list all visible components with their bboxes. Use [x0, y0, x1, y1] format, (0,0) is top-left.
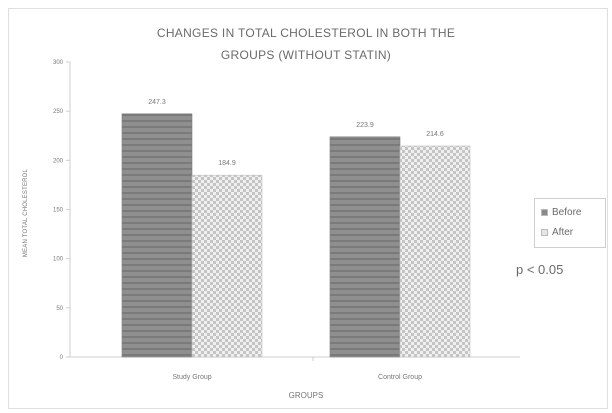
bar-before-1 — [329, 136, 401, 358]
p-value-annotation: p < 0.05 — [516, 262, 564, 277]
bar-before-0 — [121, 113, 193, 358]
data-label-before-0: 247.3 — [148, 99, 166, 106]
chart-frame — [8, 8, 608, 409]
data-label-after-1: 214.6 — [426, 131, 444, 138]
legend-label-after: After — [552, 227, 574, 238]
y-tick-label: 300 — [53, 60, 64, 66]
legend: Before After — [534, 198, 606, 248]
legend-label-before: Before — [552, 207, 582, 218]
chart-title-line-1: CHANGES IN TOTAL CHOLESTEROL IN BOTH THE — [156, 26, 456, 40]
legend-swatch-after — [541, 229, 548, 236]
y-tick-label: 200 — [53, 158, 64, 164]
x-tick-label: Study Group — [172, 374, 211, 381]
bar-after-0 — [191, 174, 263, 358]
y-tick-label: 250 — [53, 109, 64, 115]
y-tick-label: 150 — [53, 208, 64, 214]
y-tick-label: 0 — [60, 355, 64, 361]
x-tick-label: Control Group — [378, 374, 422, 381]
legend-item-before: Before — [541, 207, 581, 218]
y-tick-label: 50 — [56, 306, 63, 312]
legend-item-after: After — [541, 227, 573, 238]
y-tick-label: 100 — [53, 257, 64, 263]
x-axis-label: GROUPS — [288, 391, 324, 400]
legend-swatch-before — [541, 209, 548, 216]
data-label-after-0: 184.9 — [218, 160, 236, 167]
data-label-before-1: 223.9 — [356, 122, 374, 129]
bar-after-1 — [399, 145, 471, 358]
chart-title-line-2: GROUPS (WITHOUT STATIN) — [220, 48, 392, 62]
